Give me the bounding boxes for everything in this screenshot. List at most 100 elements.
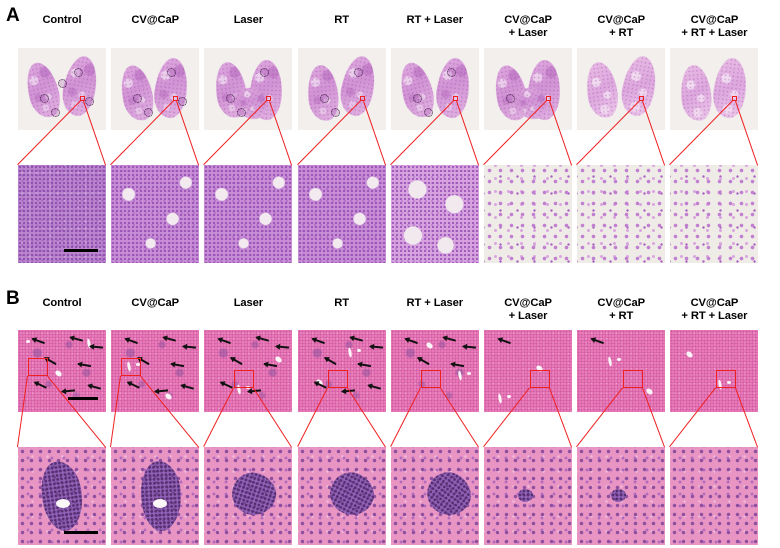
overview-tile-b-1: [111, 330, 200, 412]
overview-tile-b-5: [484, 330, 572, 412]
zoom-tile-a-0: [18, 165, 106, 263]
tumor-nodule-marker: [51, 108, 60, 117]
liver-overview-texture: [670, 330, 759, 412]
scale-bar-a-zoom: [64, 249, 98, 253]
column-header-line: CV@CaP: [690, 297, 739, 309]
liver-vessel: [507, 395, 511, 398]
tumor-nodule-marker: [144, 108, 154, 117]
roi-marker-a-6: [639, 96, 645, 101]
liver-vessel: [26, 340, 30, 343]
tumor-nodule-marker: [74, 68, 83, 77]
tumor-nodule-marker: [85, 97, 94, 106]
column-header-line: CV@CaP: [690, 14, 739, 26]
zoom-tile-a-6: [577, 165, 666, 263]
lung-lobe: [336, 53, 380, 119]
column-header-b-6: CV@CaP + RT: [577, 297, 665, 323]
column-header-b-5: CV@CaP + Laser: [484, 297, 572, 323]
column-header-line: + Laser: [508, 27, 548, 40]
column-header-a-1: CV@CaP: [111, 14, 199, 27]
column-header-line: + RT: [609, 27, 634, 40]
roi-box-b-6: [623, 370, 644, 388]
column-header-a-7: CV@CaP + RT + Laser: [670, 14, 758, 40]
metastasis-arrow: [183, 345, 197, 349]
column-header-line: RT + Laser: [406, 14, 464, 26]
liver-vessel: [56, 499, 70, 508]
liver-vessel: [727, 381, 732, 384]
column-header-line: Laser: [233, 14, 264, 26]
lung-histology-texture: [484, 165, 572, 263]
lung-lobe: [617, 53, 661, 119]
roi-marker-a-0: [80, 96, 85, 101]
panel-letter-b: B: [6, 288, 20, 309]
metastasis-arrow: [276, 345, 290, 349]
panel-letter-a: A: [6, 5, 20, 26]
column-header-a-2: Laser: [204, 14, 292, 27]
roi-marker-a-3: [359, 96, 365, 101]
lung-histology-texture: [204, 165, 293, 263]
zoom-tile-b-7: [670, 447, 759, 545]
overview-tile-b-6: [577, 330, 666, 412]
column-header-line: RT: [334, 297, 349, 309]
overview-tile-a-7: [670, 48, 759, 130]
column-header-line: RT + Laser: [406, 297, 464, 309]
tumor-nodule-marker: [446, 68, 456, 77]
tumor-nodule-marker: [506, 94, 515, 103]
roi-marker-a-2: [266, 96, 272, 101]
zoom-tile-a-1: [111, 165, 200, 263]
liver-vessel: [617, 358, 622, 361]
overview-tile-b-7: [670, 330, 759, 412]
lung-histology-texture: [297, 165, 386, 263]
zoom-tile-b-5: [484, 447, 572, 545]
zoom-tile-a-2: [204, 165, 293, 263]
column-header-line: Control: [42, 297, 82, 309]
column-header-b-0: Control: [18, 297, 106, 310]
column-header-line: CV@CaP: [131, 14, 179, 26]
lung-lobe: [679, 63, 714, 123]
roi-box-b-1: [121, 358, 142, 376]
tumor-nodule-marker: [353, 68, 363, 77]
metastatic-cell-cluster: [611, 489, 627, 502]
lung-histology-texture: [670, 165, 759, 263]
zoom-tile-b-3: [297, 447, 386, 545]
column-header-line: Laser: [233, 297, 264, 309]
tumor-nodule-marker: [237, 108, 247, 117]
overview-tile-a-5: [484, 48, 572, 130]
overview-tile-b-2: [204, 330, 293, 412]
overview-tile-a-6: [577, 48, 666, 130]
roi-box-b-2: [234, 370, 255, 388]
tumor-nodule-marker: [58, 79, 67, 88]
lung-histology-texture: [18, 165, 106, 263]
metastatic-cell-cluster: [518, 489, 533, 502]
tumor-nodule-marker: [260, 68, 270, 77]
zoom-tile-a-3: [297, 165, 386, 263]
scale-bar-b-zoom: [64, 531, 98, 535]
column-header-a-3: RT: [298, 14, 386, 27]
column-header-line: + Laser: [508, 310, 548, 323]
lung-histology-texture: [111, 165, 200, 263]
roi-marker-a-7: [732, 96, 738, 101]
liver-vessel: [136, 363, 141, 366]
liver-overview-texture: [577, 330, 666, 412]
column-header-b-4: RT + Laser: [391, 297, 479, 310]
lung-histology-texture: [577, 165, 666, 263]
column-header-line: CV@CaP: [504, 14, 552, 26]
zoom-tile-a-5: [484, 165, 572, 263]
lung-lobe: [710, 56, 750, 120]
liver-histology-texture: [670, 447, 759, 545]
column-header-a-0: Control: [18, 14, 106, 27]
overview-tile-a-0: [18, 48, 106, 130]
column-header-line: RT: [334, 14, 349, 26]
column-header-line: + RT: [609, 310, 634, 323]
column-header-line: Control: [42, 14, 82, 26]
overview-tile-a-3: [297, 48, 386, 130]
tumor-nodule-marker: [40, 94, 49, 103]
column-header-line: CV@CaP: [131, 297, 179, 309]
roi-box-b-5: [530, 370, 550, 388]
tumor-nodule-marker: [226, 94, 236, 103]
roi-marker-a-1: [173, 96, 179, 101]
overview-tile-a-4: [390, 48, 479, 130]
column-header-line: + RT + Laser: [681, 27, 748, 40]
zoom-tile-b-6: [577, 447, 666, 545]
column-header-a-5: CV@CaP + Laser: [484, 14, 572, 40]
